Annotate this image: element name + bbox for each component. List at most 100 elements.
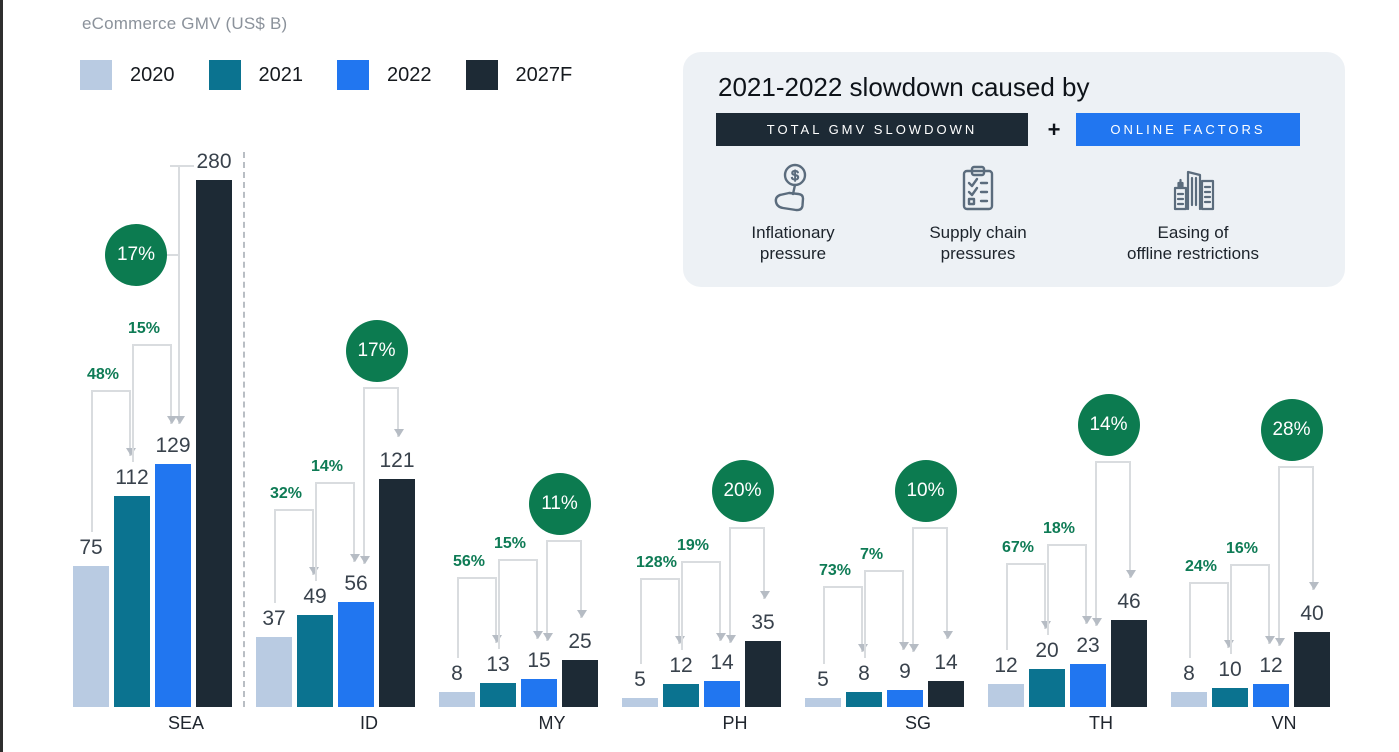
bar-MY-2020 — [439, 691, 475, 707]
value-label-SEA-2022: 129 — [155, 434, 191, 458]
growth-bracket-top-MY-1 — [498, 558, 538, 561]
legend-item-2027f: 2027F — [465, 60, 573, 90]
plus-sign: + — [1047, 117, 1061, 142]
cagr-bracket-left-ID — [363, 387, 365, 564]
bar-SG-2020 — [805, 697, 841, 707]
cagr-bracket-top-PH — [729, 527, 765, 529]
cagr-circle-MY: 11% — [528, 473, 591, 535]
cagr-arrow-right-MY — [577, 609, 587, 618]
value-label-SG-2027F: 14 — [934, 650, 958, 674]
growth-arrow-ID-0 — [309, 566, 319, 575]
cagr-bracket-top-ID — [363, 387, 399, 389]
bar-TH-2020 — [988, 684, 1024, 707]
page-left-border — [0, 0, 3, 752]
growth-label-VN-1: 16% — [1226, 540, 1259, 558]
bar-TH-2022 — [1070, 663, 1106, 707]
growth-bracket-right-MY-1 — [536, 558, 538, 639]
growth-bracket-left-VN-0 — [1189, 582, 1191, 658]
growth-label-MY-1: 15% — [494, 534, 527, 552]
category-label-ID: ID — [360, 713, 378, 733]
value-label-ID-2027F: 121 — [379, 449, 415, 473]
growth-bracket-left-MY-1 — [498, 558, 500, 649]
growth-bracket-top-MY-0 — [457, 576, 497, 579]
bar-VN-2022 — [1253, 684, 1289, 707]
bar-MY-2021 — [480, 682, 516, 707]
checklist-clipboard-icon — [962, 165, 994, 211]
growth-bracket-top-PH-1 — [681, 560, 721, 563]
growth-label-PH-1: 19% — [677, 536, 710, 554]
factor-label-line2: pressures — [940, 244, 1016, 264]
value-label-SEA-2021: 112 — [115, 466, 149, 490]
cagr-arrow-left-TH — [1092, 617, 1102, 626]
growth-arrow-MY-0 — [492, 634, 502, 643]
value-label-MY-2027F: 25 — [568, 629, 592, 653]
category-label-TH: TH — [1089, 713, 1113, 733]
factor-label-line2: pressure — [759, 244, 827, 264]
cagr-arrow-left-ID — [360, 555, 370, 564]
bar-SG-2022 — [887, 690, 923, 707]
value-label-TH-2020: 12 — [994, 654, 1018, 678]
cagr-circle-SEA: 17% — [105, 224, 167, 286]
growth-bracket-right-ID-1 — [353, 481, 355, 562]
growth-arrow-SEA-0 — [126, 448, 136, 457]
slowdown-callout-panel: 2021-2022 slowdown caused by TOTAL GMV S… — [683, 52, 1345, 287]
growth-bracket-left-PH-1 — [681, 560, 683, 651]
growth-bracket-right-SEA-1 — [170, 344, 172, 425]
cagr-circle-ID: 17% — [345, 320, 408, 382]
legend-swatch-2021 — [208, 60, 241, 90]
bar-VN-2021 — [1212, 688, 1248, 707]
svg-text:$: $ — [791, 167, 799, 183]
growth-bracket-left-SEA-1 — [132, 344, 134, 463]
growth-bracket-top-SG-0 — [823, 585, 863, 588]
growth-bracket-left-SG-0 — [823, 585, 825, 664]
value-label-PH-2020: 5 — [634, 667, 646, 691]
cagr-circle-VN: 28% — [1260, 399, 1323, 461]
growth-arrow-SG-1 — [899, 642, 909, 651]
growth-label-ID-0: 32% — [270, 484, 303, 502]
growth-arrow-VN-0 — [1224, 640, 1234, 649]
growth-label-SG-1: 7% — [860, 546, 884, 564]
value-label-MY-2022: 15 — [527, 648, 551, 672]
factor-label-line1: Supply chain — [929, 223, 1027, 242]
growth-bracket-left-TH-0 — [1006, 563, 1008, 651]
cagr-bracket-right-TH — [1129, 461, 1131, 579]
legend-label-2027f: 2027F — [515, 63, 573, 86]
growth-bracket-right-TH-0 — [1044, 563, 1046, 630]
sea-countries-dashed-divider — [243, 152, 245, 707]
cagr-arrow-left-PH — [726, 634, 736, 643]
growth-label-SG-0: 73% — [819, 561, 852, 579]
bar-PH-2027F — [745, 641, 781, 707]
city-buildings-icon — [1173, 170, 1215, 211]
value-label-VN-2022: 12 — [1259, 654, 1283, 678]
legend-item-2022: 2022 — [337, 60, 432, 90]
factor-supply-chain-pressures: Supply chain pressures — [888, 162, 1068, 265]
value-label-TH-2021: 20 — [1035, 639, 1059, 663]
bar-MY-2027F — [562, 659, 598, 707]
money-hand-icon: $ — [774, 163, 807, 212]
growth-label-TH-1: 18% — [1043, 519, 1076, 537]
cagr-bracket-left-PH — [729, 527, 731, 643]
factor-easing-offline-restrictions: Easing of offline restrictions — [1073, 162, 1313, 265]
value-label-PH-2021: 12 — [669, 654, 693, 678]
legend-swatch-2022 — [337, 60, 369, 90]
value-label-SG-2022: 9 — [899, 660, 911, 684]
value-label-PH-2027F: 35 — [751, 611, 775, 635]
chart-title: eCommerce GMV (US$ B) — [82, 14, 288, 33]
cagr-arrow-right-SG — [943, 630, 953, 639]
growth-bracket-right-TH-1 — [1085, 543, 1087, 624]
legend-item-2020: 2020 — [80, 60, 175, 90]
value-label-ID-2022: 56 — [344, 571, 368, 595]
cagr-connector-SEA — [167, 254, 178, 256]
factor-inflationary-pressure: $ Inflationary pressure — [693, 162, 893, 265]
growth-label-MY-0: 56% — [453, 552, 486, 570]
cagr-arrow-left-VN — [1275, 638, 1285, 647]
cagr-bracket-top-TH — [1095, 461, 1131, 463]
bar-VN-2027F — [1294, 631, 1330, 707]
factor-label-line1: Easing of — [1157, 223, 1229, 242]
factor-label: Inflationary pressure — [693, 222, 893, 265]
category-label-PH: PH — [722, 713, 748, 733]
cagr-bracket-top-MY — [546, 540, 582, 542]
growth-arrow-VN-1 — [1265, 636, 1275, 645]
legend-swatch-2027f — [465, 60, 498, 90]
